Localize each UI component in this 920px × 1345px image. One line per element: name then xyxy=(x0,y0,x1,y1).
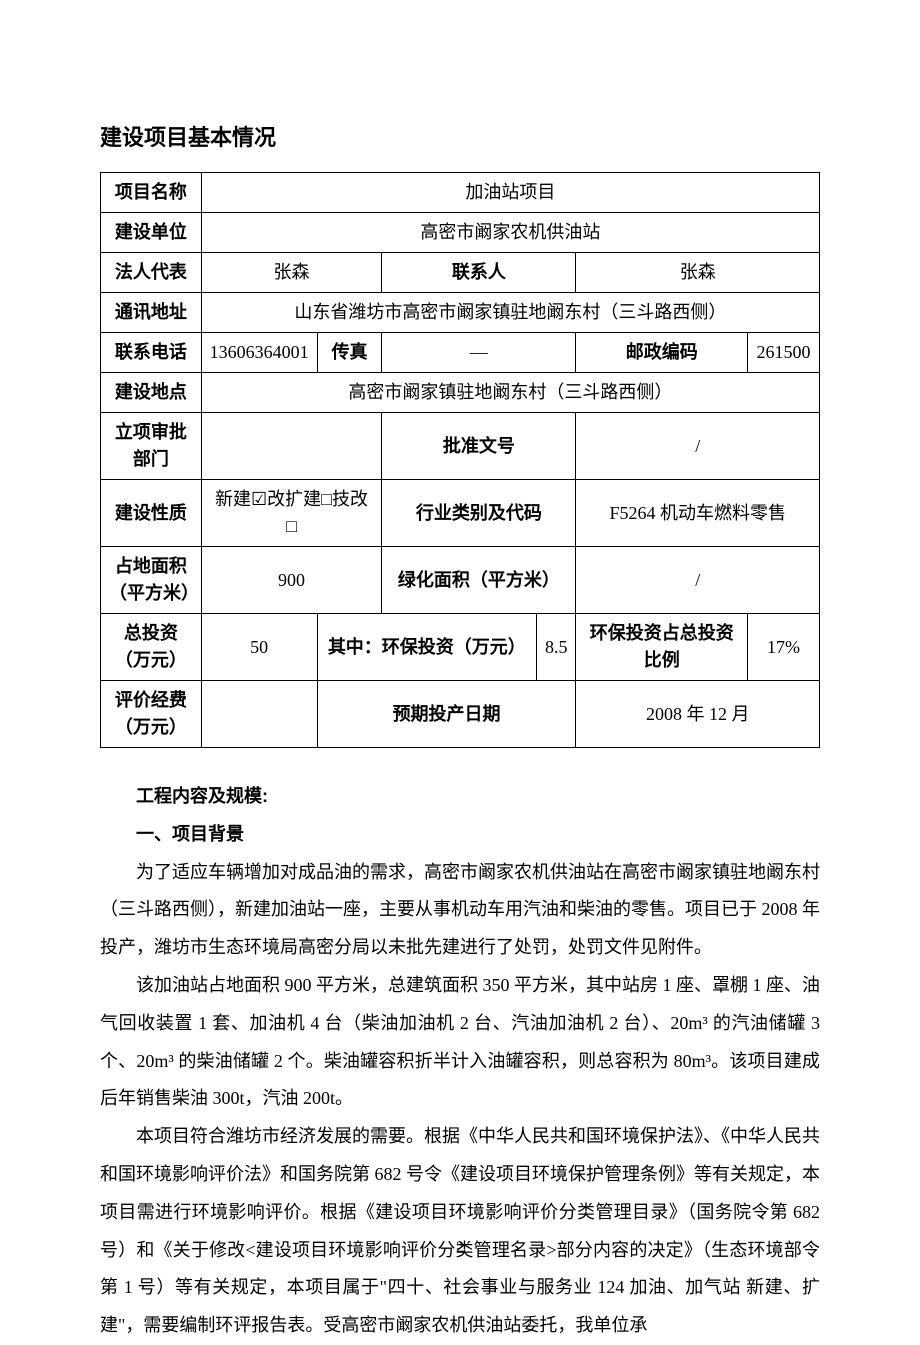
approval-dept xyxy=(201,413,382,480)
page-number: 2 xyxy=(0,1239,920,1257)
env-invest-label: 其中：环保投资（万元） xyxy=(317,614,536,681)
table-row: 项目名称 加油站项目 xyxy=(101,173,820,213)
paragraph-2: 该加油站占地面积 900 平方米，总建筑面积 350 平方米，其中站房 1 座、… xyxy=(100,967,820,1118)
table-row: 占地面积（平方米） 900 绿化面积（平方米） / xyxy=(101,547,820,614)
postcode: 261500 xyxy=(748,333,820,373)
land-area: 900 xyxy=(201,547,382,614)
table-row: 评价经费（万元） 预期投产日期 2008 年 12 月 xyxy=(101,681,820,748)
table-row: 通讯地址 山东省潍坊市高密市阚家镇驻地阚东村（三斗路西侧） xyxy=(101,293,820,333)
postcode-label: 邮政编码 xyxy=(576,333,748,373)
eval-cost xyxy=(201,681,317,748)
body-content: 工程内容及规模: 一、项目背景 为了适应车辆增加对成品油的需求，高密市阚家农机供… xyxy=(100,778,820,1345)
env-ratio-label: 环保投资占总投资比例 xyxy=(576,614,748,681)
fax-label: 传真 xyxy=(317,333,382,373)
project-name: 加油站项目 xyxy=(201,173,819,213)
build-nature: 新建☑改扩建□技改□ xyxy=(201,480,382,547)
build-unit: 高密市阚家农机供油站 xyxy=(201,213,819,253)
build-location: 高密市阚家镇驻地阚东村（三斗路西侧） xyxy=(201,373,819,413)
industry-code: F5264 机动车燃料零售 xyxy=(576,480,820,547)
total-invest-label: 总投资（万元） xyxy=(101,614,202,681)
build-nature-label: 建设性质 xyxy=(101,480,202,547)
total-invest: 50 xyxy=(201,614,317,681)
prod-date: 2008 年 12 月 xyxy=(576,681,820,748)
table-row: 建设单位 高密市阚家农机供油站 xyxy=(101,213,820,253)
env-ratio: 17% xyxy=(748,614,820,681)
approval-dept-label: 立项审批部门 xyxy=(101,413,202,480)
green-area: / xyxy=(576,547,820,614)
address: 山东省潍坊市高密市阚家镇驻地阚东村（三斗路西侧） xyxy=(201,293,819,333)
fax: — xyxy=(382,333,576,373)
project-info-table: 项目名称 加油站项目 建设单位 高密市阚家农机供油站 法人代表 张森 联系人 张… xyxy=(100,172,820,748)
paragraph-3: 本项目符合潍坊市经济发展的需要。根据《中华人民共和国环境保护法》、《中华人民共和… xyxy=(100,1118,820,1345)
paragraph-1: 为了适应车辆增加对成品油的需求，高密市阚家农机供油站在高密市阚家镇驻地阚东村（三… xyxy=(100,854,820,967)
table-row: 建设地点 高密市阚家镇驻地阚东村（三斗路西侧） xyxy=(101,373,820,413)
project-name-label: 项目名称 xyxy=(101,173,202,213)
build-unit-label: 建设单位 xyxy=(101,213,202,253)
table-row: 联系电话 13606364001 传真 — 邮政编码 261500 xyxy=(101,333,820,373)
subtitle-content-scale: 工程内容及规模: xyxy=(100,778,820,816)
phone: 13606364001 xyxy=(201,333,317,373)
approval-num: / xyxy=(576,413,820,480)
table-row: 建设性质 新建☑改扩建□技改□ 行业类别及代码 F5264 机动车燃料零售 xyxy=(101,480,820,547)
green-area-label: 绿化面积（平方米） xyxy=(382,547,576,614)
prod-date-label: 预期投产日期 xyxy=(317,681,576,748)
legal-rep: 张森 xyxy=(201,253,382,293)
env-invest: 8.5 xyxy=(536,614,576,681)
contact: 张森 xyxy=(576,253,820,293)
contact-label: 联系人 xyxy=(382,253,576,293)
table-row: 法人代表 张森 联系人 张森 xyxy=(101,253,820,293)
page-title: 建设项目基本情况 xyxy=(100,120,820,152)
subtitle-background: 一、项目背景 xyxy=(100,816,820,854)
table-row: 立项审批部门 批准文号 / xyxy=(101,413,820,480)
approval-num-label: 批准文号 xyxy=(382,413,576,480)
table-row: 总投资（万元） 50 其中：环保投资（万元） 8.5 环保投资占总投资比例 17… xyxy=(101,614,820,681)
phone-label: 联系电话 xyxy=(101,333,202,373)
address-label: 通讯地址 xyxy=(101,293,202,333)
build-location-label: 建设地点 xyxy=(101,373,202,413)
legal-rep-label: 法人代表 xyxy=(101,253,202,293)
land-area-label: 占地面积（平方米） xyxy=(101,547,202,614)
industry-code-label: 行业类别及代码 xyxy=(382,480,576,547)
eval-cost-label: 评价经费（万元） xyxy=(101,681,202,748)
